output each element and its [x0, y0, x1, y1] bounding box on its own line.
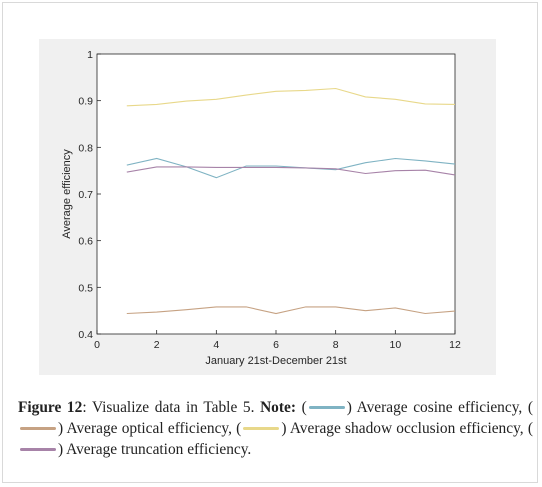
x-axis-label: January 21st-December 21st [205, 355, 346, 367]
truncation-legend-swatch [20, 447, 56, 451]
y-tick-label: 0.7 [78, 189, 93, 201]
series-line-1 [126, 306, 456, 315]
shadow-legend-text: ) Average shadow occlusion efficiency, ( [281, 420, 533, 437]
x-tick-label: 12 [449, 339, 461, 351]
y-tick-label: 0.4 [78, 329, 93, 341]
x-tick-label: 4 [213, 339, 219, 351]
y-tick-label: 0.5 [78, 282, 93, 294]
series-line-0 [126, 157, 456, 179]
cosine-legend-text: ) Average cosine efficiency, ( [346, 399, 533, 416]
y-tick-label: 0.9 [78, 96, 93, 108]
paren-open: ( [301, 399, 307, 416]
x-tick-label: 10 [389, 339, 401, 351]
cosine-legend-swatch [308, 405, 345, 409]
y-axis-label: Average efficiency [61, 149, 73, 239]
y-tick-label: 1 [87, 49, 93, 61]
note-label: Note: [260, 399, 296, 416]
optical-legend-text: ) Average optical efficiency, ( [58, 420, 242, 437]
truncation-legend-text: ) Average truncation efficiency. [58, 441, 252, 458]
series-line-3 [126, 166, 456, 176]
x-tick-label: 2 [154, 339, 160, 351]
x-tick-label: 8 [333, 339, 339, 351]
figure-caption: Figure 12: Visualize data in Table 5. No… [18, 397, 533, 460]
shadow-legend-swatch [243, 426, 280, 430]
x-tick-label: 6 [273, 339, 279, 351]
y-tick-label: 0.6 [78, 236, 93, 248]
y-tick-label: 0.8 [78, 142, 93, 154]
x-tick-label: 0 [94, 339, 100, 351]
series-line-2 [126, 87, 456, 107]
optical-legend-swatch [20, 426, 56, 430]
caption-text: : Visualize data in Table 5. [82, 399, 261, 416]
plot-area [96, 53, 456, 335]
figure-label: Figure 12 [18, 399, 83, 416]
